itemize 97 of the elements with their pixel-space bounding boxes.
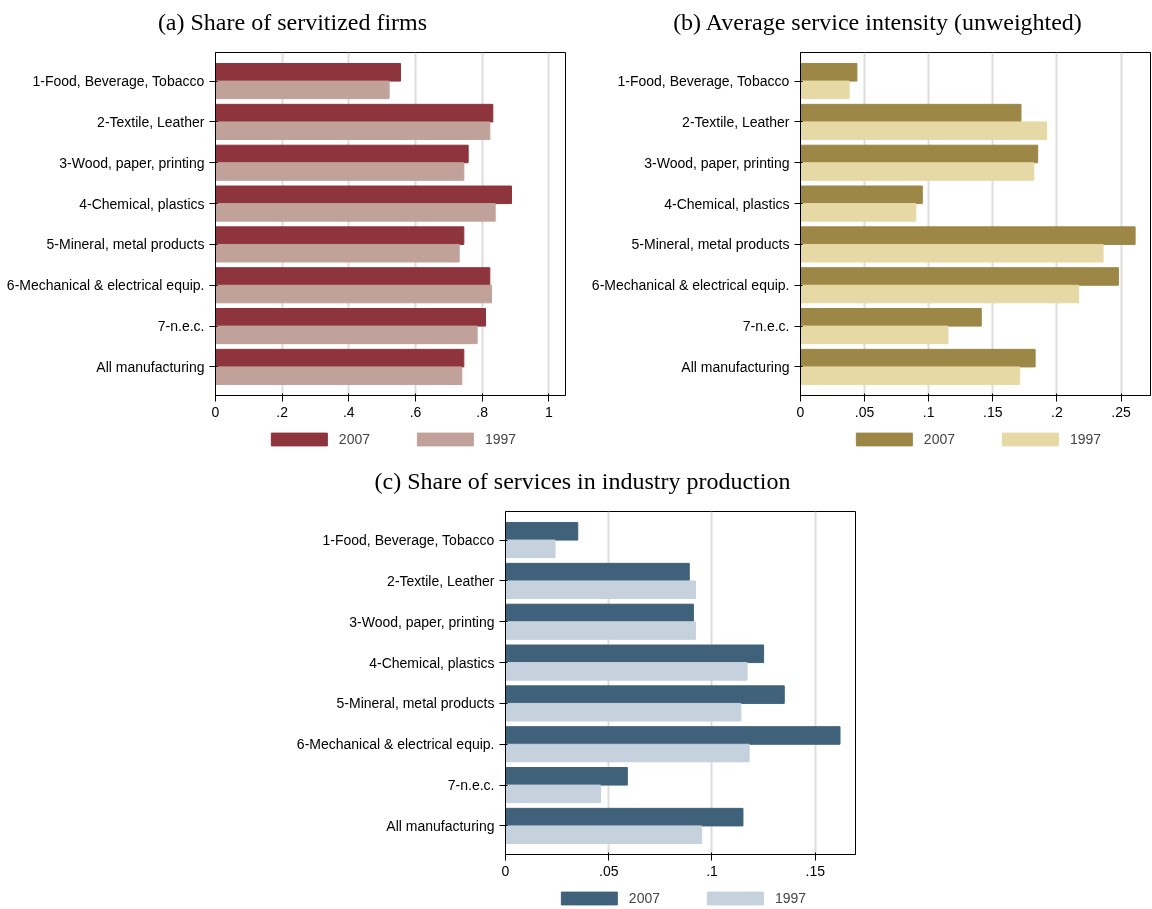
legend-label: 2007 <box>628 890 660 906</box>
y-tick-label: All manufacturing <box>96 358 205 375</box>
bar <box>505 743 750 763</box>
bar <box>215 243 460 263</box>
y-tick-label: 4-Chemical, plastics <box>664 195 790 212</box>
bar <box>215 348 465 368</box>
bar <box>800 267 1119 286</box>
bar <box>505 603 694 623</box>
bar <box>800 103 1022 123</box>
x-tick-label: .05 <box>599 862 619 879</box>
bar <box>800 243 1104 263</box>
legend-label: 1997 <box>775 890 807 906</box>
y-tick-label: 2-Textile, Leather <box>97 113 205 130</box>
y-tick-label: 6-Mechanical & electrical equip. <box>6 277 205 294</box>
x-tick-label: .25 <box>1111 403 1131 420</box>
bar <box>800 63 858 82</box>
y-tick-label: 4-Chemical, plastics <box>79 195 205 212</box>
bar <box>800 162 1035 181</box>
bar <box>800 348 1036 368</box>
x-tick-label: .6 <box>409 403 422 420</box>
y-tick-label: 5-Mineral, metal products <box>46 236 205 253</box>
bar <box>215 144 469 164</box>
bar <box>505 562 690 582</box>
bar <box>505 522 579 541</box>
bar <box>800 325 949 345</box>
bar <box>800 144 1039 164</box>
legend-label: 2007 <box>338 431 370 447</box>
bar <box>215 121 491 140</box>
legend-label: 2007 <box>923 431 955 447</box>
y-tick-label: 1-Food, Beverage, Tobacco <box>322 532 495 549</box>
y-tick-label: 7-n.e.c. <box>742 318 790 335</box>
bar <box>505 539 556 559</box>
y-tick-label: 1-Food, Beverage, Tobacco <box>32 73 205 90</box>
bar <box>505 767 628 786</box>
x-tick-label: 0 <box>211 403 220 420</box>
bar <box>505 726 841 745</box>
bar <box>505 825 703 844</box>
bar <box>215 226 465 245</box>
x-tick-label: .4 <box>343 403 355 420</box>
bar <box>505 784 601 804</box>
bar <box>800 308 982 327</box>
bar <box>215 103 494 123</box>
y-tick-label: 7-n.e.c. <box>157 318 205 335</box>
bar <box>800 80 850 100</box>
bar <box>505 621 696 640</box>
y-tick-label: 3-Wood, paper, printing <box>644 154 790 171</box>
chart-title: (c) Share of services in industry production <box>374 467 791 496</box>
y-tick-label: 6-Mechanical & electrical equip. <box>296 736 495 753</box>
y-tick-label: 5-Mineral, metal products <box>631 236 790 253</box>
x-tick-label: .2 <box>1051 403 1063 420</box>
bar <box>215 325 478 345</box>
x-tick-label: .15 <box>805 862 826 879</box>
bar <box>215 185 512 205</box>
bar <box>800 366 1021 385</box>
x-tick-label: 0 <box>501 862 510 879</box>
x-tick-label: .15 <box>983 403 1003 420</box>
bar <box>800 203 917 222</box>
bar <box>215 63 401 82</box>
chart-title: (b) Average service intensity (unweighted) <box>673 8 1082 37</box>
y-tick-label: 6-Mechanical & electrical equip. <box>591 277 790 294</box>
bar <box>505 662 748 681</box>
x-tick-label: 0 <box>796 403 805 420</box>
x-tick-label: .1 <box>706 862 719 879</box>
bar <box>215 308 486 327</box>
x-tick-label: 1 <box>544 403 553 420</box>
y-tick-label: All manufacturing <box>386 817 495 834</box>
bar <box>505 644 765 664</box>
bar <box>505 580 696 599</box>
bar <box>505 685 785 704</box>
y-tick-label: All manufacturing <box>681 358 790 375</box>
x-tick-label: .2 <box>276 403 289 420</box>
chart-title: (a) Share of servitized firms <box>157 8 428 37</box>
x-tick-label: .8 <box>476 403 489 420</box>
bar <box>800 226 1136 245</box>
legend-label: 1997 <box>1070 431 1102 447</box>
bar <box>215 203 496 222</box>
y-tick-label: 4-Chemical, plastics <box>369 654 495 671</box>
x-tick-label: .1 <box>922 403 935 420</box>
y-tick-label: 3-Wood, paper, printing <box>349 613 495 630</box>
bar <box>215 162 465 181</box>
y-tick-label: 2-Textile, Leather <box>682 113 790 130</box>
y-tick-label: 2-Textile, Leather <box>387 572 495 589</box>
y-tick-label: 5-Mineral, metal products <box>336 695 495 712</box>
bar <box>505 702 742 722</box>
y-tick-label: 1-Food, Beverage, Tobacco <box>617 73 790 90</box>
bar <box>800 185 923 205</box>
bar <box>215 284 492 304</box>
legend-label: 1997 <box>485 431 517 447</box>
x-tick-label: .05 <box>854 403 875 420</box>
bar <box>800 121 1048 140</box>
bar <box>215 80 390 100</box>
bar <box>215 267 491 286</box>
y-tick-label: 3-Wood, paper, printing <box>59 154 205 171</box>
bar <box>800 284 1080 304</box>
bar <box>505 807 744 827</box>
bar <box>215 366 463 385</box>
y-tick-label: 7-n.e.c. <box>447 777 495 794</box>
